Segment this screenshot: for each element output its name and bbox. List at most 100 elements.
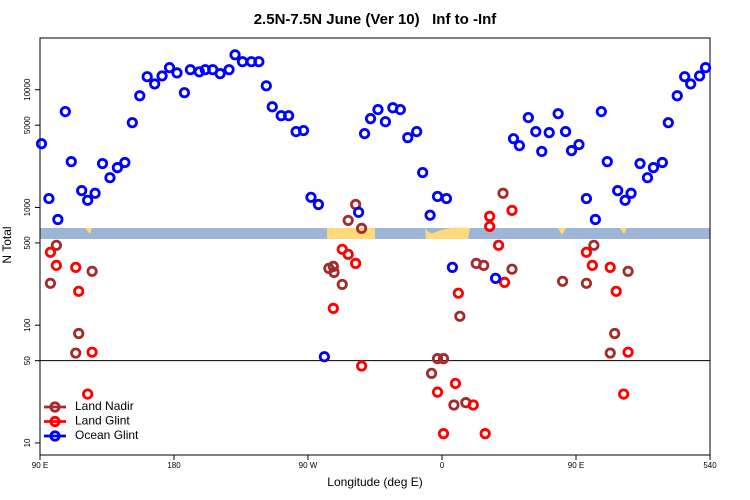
point (229, 49, 241, 61)
point (437, 428, 450, 440)
point (634, 157, 646, 170)
series (44, 187, 634, 411)
legend-label: Ocean Glint (75, 428, 139, 442)
point (355, 222, 368, 235)
x-tick-label: 90 E (32, 461, 48, 470)
point (86, 265, 98, 277)
point (126, 117, 138, 129)
point (699, 62, 712, 74)
point (589, 213, 601, 226)
land-area (327, 228, 375, 239)
point (223, 64, 235, 76)
series (44, 204, 634, 440)
point (70, 261, 82, 273)
point (536, 145, 548, 158)
point (156, 70, 168, 82)
point (214, 68, 226, 80)
point (506, 263, 518, 275)
point (522, 111, 534, 124)
point (484, 220, 496, 233)
point (580, 192, 593, 205)
point (618, 388, 630, 400)
point (59, 105, 71, 118)
point (506, 204, 518, 217)
point (73, 327, 85, 340)
point (52, 213, 64, 226)
land-area (425, 227, 470, 239)
point (625, 187, 637, 199)
point (353, 206, 365, 218)
point (35, 138, 48, 150)
point (253, 56, 265, 68)
point (559, 125, 572, 138)
legend-label: Land Glint (75, 414, 130, 428)
point (622, 265, 634, 277)
point (305, 191, 317, 203)
legend-marker (49, 430, 61, 442)
point (530, 125, 542, 138)
point (573, 138, 585, 151)
point (342, 248, 354, 260)
legend-marker (49, 415, 61, 428)
legend-label: Land Nadir (75, 399, 134, 413)
point (342, 214, 354, 227)
point (372, 103, 384, 116)
point (484, 210, 496, 222)
point (350, 257, 362, 269)
point (417, 166, 429, 179)
y-tick-label: 100 (23, 318, 32, 332)
point (65, 156, 77, 168)
point (73, 285, 85, 297)
point (411, 125, 423, 138)
x-tick-label: 180 (167, 461, 181, 470)
x-axis-label: Longitude (deg E) (327, 475, 422, 489)
point (178, 87, 191, 99)
point (492, 239, 505, 251)
point (283, 110, 295, 122)
point (149, 78, 161, 90)
point (50, 239, 62, 251)
point (437, 353, 450, 365)
point (336, 278, 348, 291)
point (43, 192, 55, 205)
point (662, 117, 674, 129)
point (86, 346, 98, 358)
point (50, 259, 62, 272)
point (355, 360, 368, 372)
point (425, 367, 438, 379)
y-tick-label: 50 (23, 356, 32, 365)
point (454, 310, 466, 322)
y-tick-label: 5000 (23, 116, 32, 134)
point (622, 346, 634, 358)
y-axis-label: N Total (0, 226, 14, 263)
point (595, 105, 607, 118)
point (489, 272, 502, 284)
point (604, 347, 616, 359)
point (467, 399, 479, 411)
land-area (558, 228, 627, 235)
point (394, 103, 406, 116)
y-tick-label: 500 (23, 236, 32, 250)
point (171, 67, 183, 79)
point (580, 246, 593, 258)
point (111, 162, 124, 174)
point (552, 108, 564, 120)
point (193, 66, 205, 78)
point (580, 277, 593, 289)
x-tick-label: 90 W (299, 461, 318, 470)
point (163, 62, 176, 74)
point (507, 133, 520, 145)
point (440, 192, 453, 205)
plot-frame (39, 37, 711, 456)
point (588, 239, 600, 251)
point (543, 127, 555, 139)
point (671, 90, 683, 102)
point (266, 101, 278, 113)
point (604, 261, 616, 273)
point (478, 259, 490, 272)
point (498, 276, 511, 288)
point (312, 198, 325, 211)
y-tick-label: 10000 (23, 78, 32, 101)
x-tick-label: 540 (703, 461, 717, 470)
point (82, 194, 94, 206)
